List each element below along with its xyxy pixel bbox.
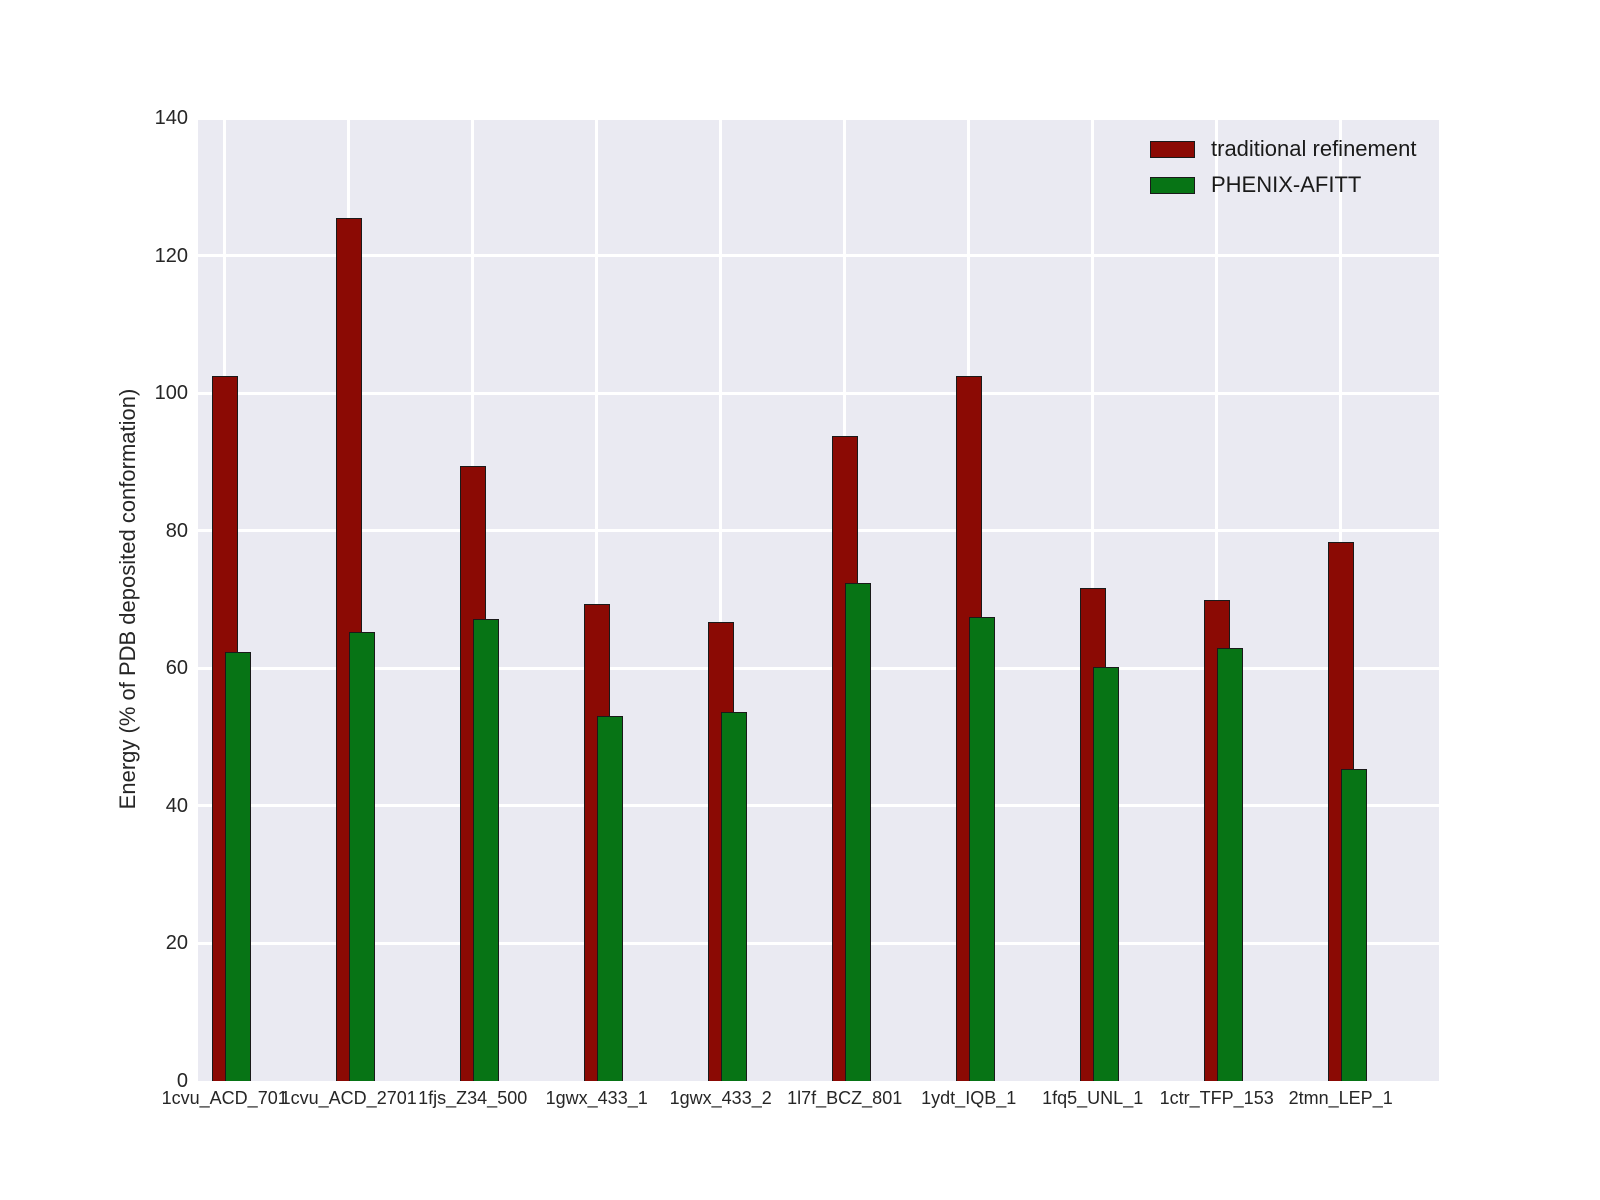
y-gridline-100: [198, 391, 1439, 395]
legend-label-traditional-refinement: traditional refinement: [1211, 136, 1417, 161]
bar-phenix-afitt-1gwx_433_2: [720, 711, 747, 1081]
legend: traditional refinement PHENIX-AFITT: [1150, 138, 1416, 196]
legend-label-phenix-afitt: PHENIX-AFITT: [1211, 172, 1362, 197]
x-gridline-1gwx_433_1: [595, 118, 599, 1081]
bar-phenix-afitt-1gwx_433_1: [596, 716, 623, 1081]
y-tick-label-140: 140: [154, 107, 188, 129]
y-tick-label-0: 0: [176, 1070, 188, 1092]
legend-item-traditional-refinement: traditional refinement: [1150, 138, 1416, 160]
y-gridline-40: [198, 804, 1439, 808]
y-gridline-60: [198, 666, 1439, 670]
x-tick-label-1cvu_ACD_2701: 1cvu_ACD_2701: [280, 1088, 417, 1108]
bar-phenix-afitt-1fq5_UNL_1: [1092, 666, 1119, 1081]
y-tick-label-20: 20: [165, 932, 188, 955]
bar-phenix-afitt-1fjs_Z34_500: [472, 618, 499, 1081]
x-gridline-1ctr_TFP_153: [1215, 118, 1219, 1081]
x-tick-label-1fq5_UNL_1: 1fq5_UNL_1: [1042, 1088, 1144, 1108]
x-tick-label-1ydt_IQB_1: 1ydt_IQB_1: [921, 1088, 1017, 1108]
legend-swatch-phenix-afitt: [1150, 176, 1195, 194]
bar-phenix-afitt-1cvu_ACD_701: [224, 652, 251, 1081]
bar-phenix-afitt-1ydt_IQB_1: [968, 616, 995, 1081]
x-tick-label-1gwx_433_2: 1gwx_433_2: [669, 1088, 772, 1108]
plot-area: [198, 116, 1439, 1081]
y-axis-label: Energy (% of PDB deposited conformation): [115, 388, 140, 810]
x-tick-label-2tmn_LEP_1: 2tmn_LEP_1: [1288, 1088, 1393, 1108]
legend-item-phenix-afitt: PHENIX-AFITT: [1150, 174, 1416, 196]
x-tick-label-1fjs_Z34_500: 1fjs_Z34_500: [418, 1088, 528, 1108]
y-tick-label-60: 60: [165, 657, 188, 680]
legend-swatch-traditional-refinement: [1150, 140, 1195, 158]
y-gridline-20: [198, 941, 1439, 945]
bar-phenix-afitt-1l7f_BCZ_801: [844, 583, 871, 1081]
x-tick-label-1ctr_TFP_153: 1ctr_TFP_153: [1159, 1088, 1274, 1108]
y-tick-label-80: 80: [165, 519, 188, 542]
x-tick-label-1cvu_ACD_701: 1cvu_ACD_701: [161, 1088, 288, 1108]
bar-phenix-afitt-1cvu_ACD_2701: [348, 631, 375, 1081]
x-tick-label-1gwx_433_1: 1gwx_433_1: [545, 1088, 648, 1108]
y-gridline-80: [198, 529, 1439, 533]
bar-phenix-afitt-2tmn_LEP_1: [1340, 769, 1367, 1081]
y-gridline-140: [198, 116, 1439, 120]
y-tick-label-40: 40: [165, 794, 188, 817]
y-gridline-120: [198, 254, 1439, 258]
x-gridline-1gwx_433_2: [719, 118, 723, 1081]
y-tick-label-100: 100: [154, 382, 188, 405]
y-tick-label-120: 120: [154, 244, 188, 267]
x-tick-label-1l7f_BCZ_801: 1l7f_BCZ_801: [787, 1088, 903, 1108]
bar-phenix-afitt-1ctr_TFP_153: [1216, 647, 1243, 1081]
